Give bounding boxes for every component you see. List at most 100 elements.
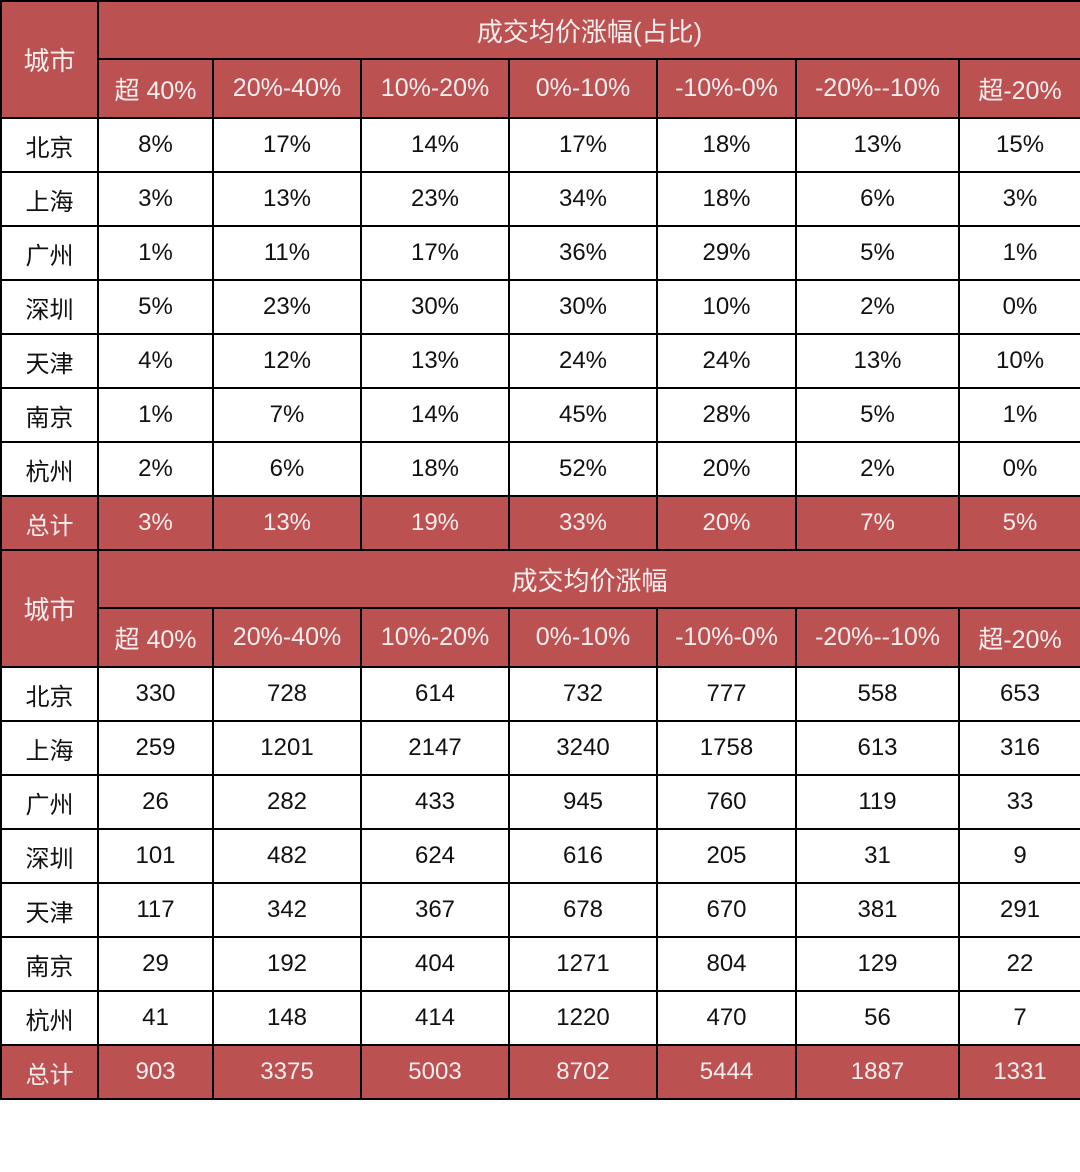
- row-header-city: 北京: [0, 117, 99, 173]
- table-row: 天津 117 342 367 678 670 381 291: [0, 882, 1080, 938]
- value-cell: 5003: [360, 1044, 510, 1100]
- column-header: 20%-40%: [212, 58, 362, 119]
- value-cell: 18%: [656, 171, 797, 227]
- table-title-count: 成交均价涨幅: [96, 549, 1080, 609]
- value-cell: 624: [360, 828, 510, 884]
- table-row: 深圳 5% 23% 30% 30% 10% 2% 0%: [0, 279, 1080, 335]
- price-change-table: 城市 成交均价涨幅(占比) 超 40% 20%-40% 10%-20% 0%-10% -…: [0, 0, 1080, 1100]
- column-header: 超-20%: [957, 58, 1080, 119]
- value-cell: 330: [97, 666, 214, 722]
- value-cell: 9: [957, 828, 1080, 884]
- column-header: -10%-0%: [656, 607, 797, 668]
- value-cell: 101: [97, 828, 214, 884]
- table-section-count: 城市 成交均价涨幅 超 40% 20%-40% 10%-20% 0%-10% -10%-…: [0, 549, 1080, 1100]
- value-cell: 129: [795, 936, 960, 992]
- value-cell: 1%: [97, 387, 214, 443]
- value-cell: 6%: [212, 441, 362, 497]
- table-section-ratio: 城市 成交均价涨幅(占比) 超 40% 20%-40% 10%-20% 0%-10% -…: [0, 0, 1080, 551]
- value-cell: 14%: [360, 117, 510, 173]
- value-cell: 8702: [508, 1044, 658, 1100]
- value-cell: 148: [212, 990, 362, 1046]
- row-header-city: 深圳: [0, 828, 99, 884]
- table-row: 南京 1% 7% 14% 45% 28% 5% 1%: [0, 387, 1080, 443]
- value-cell: 470: [656, 990, 797, 1046]
- row-header-city: 杭州: [0, 441, 99, 497]
- value-cell: 17%: [212, 117, 362, 173]
- value-cell: 414: [360, 990, 510, 1046]
- row-header-city: 天津: [0, 333, 99, 389]
- value-cell: 45%: [508, 387, 658, 443]
- total-row: 总计 3% 13% 19% 33% 20% 7% 5%: [0, 495, 1080, 551]
- value-cell: 381: [795, 882, 960, 938]
- value-cell: 3375: [212, 1044, 362, 1100]
- value-cell: 342: [212, 882, 362, 938]
- value-cell: 670: [656, 882, 797, 938]
- value-cell: 678: [508, 882, 658, 938]
- value-cell: 1%: [97, 225, 214, 281]
- table-row: 广州 1% 11% 17% 36% 29% 5% 1%: [0, 225, 1080, 281]
- value-cell: 613: [795, 720, 960, 776]
- value-cell: 119: [795, 774, 960, 830]
- table-row: 上海 259 1201 2147 3240 1758 613 316: [0, 720, 1080, 776]
- value-cell: 1887: [795, 1044, 960, 1100]
- value-cell: 30%: [360, 279, 510, 335]
- value-cell: 3%: [97, 495, 214, 551]
- value-cell: 20%: [656, 495, 797, 551]
- value-cell: 558: [795, 666, 960, 722]
- table-row: 上海 3% 13% 23% 34% 18% 6% 3%: [0, 171, 1080, 227]
- value-cell: 24%: [508, 333, 658, 389]
- value-cell: 14%: [360, 387, 510, 443]
- value-cell: 732: [508, 666, 658, 722]
- value-cell: 616: [508, 828, 658, 884]
- table-row: 杭州 2% 6% 18% 52% 20% 2% 0%: [0, 441, 1080, 497]
- value-cell: 18%: [656, 117, 797, 173]
- row-header-city: 北京: [0, 666, 99, 722]
- value-cell: 3240: [508, 720, 658, 776]
- value-cell: 33: [957, 774, 1080, 830]
- column-header: 超-20%: [957, 607, 1080, 668]
- value-cell: 7: [957, 990, 1080, 1046]
- value-cell: 7%: [212, 387, 362, 443]
- value-cell: 17%: [508, 117, 658, 173]
- row-header-city: 南京: [0, 936, 99, 992]
- column-header-row: 超 40% 20%-40% 10%-20% 0%-10% -10%-0% -20%--10…: [1, 58, 1080, 119]
- row-header-city: 天津: [0, 882, 99, 938]
- value-cell: 404: [360, 936, 510, 992]
- column-header-row: 超 40% 20%-40% 10%-20% 0%-10% -10%-0% -20%--10…: [1, 607, 1080, 668]
- row-header-city: 杭州: [0, 990, 99, 1046]
- value-cell: 316: [957, 720, 1080, 776]
- value-cell: 903: [97, 1044, 214, 1100]
- value-cell: 33%: [508, 495, 658, 551]
- value-cell: 29%: [656, 225, 797, 281]
- value-cell: 282: [212, 774, 362, 830]
- value-cell: 15%: [957, 117, 1080, 173]
- header-title-row: 城市 成交均价涨幅(占比): [0, 0, 1080, 119]
- value-cell: 30%: [508, 279, 658, 335]
- table-row: 北京 8% 17% 14% 17% 18% 13% 15%: [0, 117, 1080, 173]
- table-title-ratio: 成交均价涨幅(占比): [96, 0, 1080, 60]
- value-cell: 5%: [795, 387, 960, 443]
- value-cell: 367: [360, 882, 510, 938]
- value-cell: 23%: [360, 171, 510, 227]
- value-cell: 13%: [360, 333, 510, 389]
- value-cell: 34%: [508, 171, 658, 227]
- value-cell: 3%: [97, 171, 214, 227]
- row-header-city: 总计: [0, 495, 99, 551]
- corner-header-city: 城市: [0, 0, 99, 119]
- value-cell: 10%: [656, 279, 797, 335]
- value-cell: 56: [795, 990, 960, 1046]
- value-cell: 6%: [795, 171, 960, 227]
- column-header: 20%-40%: [212, 607, 362, 668]
- column-header: 0%-10%: [508, 58, 658, 119]
- table-row: 广州 26 282 433 945 760 119 33: [0, 774, 1080, 830]
- value-cell: 614: [360, 666, 510, 722]
- row-header-city: 广州: [0, 774, 99, 830]
- column-header: 超 40%: [97, 607, 214, 668]
- value-cell: 653: [957, 666, 1080, 722]
- value-cell: 5444: [656, 1044, 797, 1100]
- value-cell: 5%: [957, 495, 1080, 551]
- value-cell: 259: [97, 720, 214, 776]
- value-cell: 2%: [795, 441, 960, 497]
- value-cell: 4%: [97, 333, 214, 389]
